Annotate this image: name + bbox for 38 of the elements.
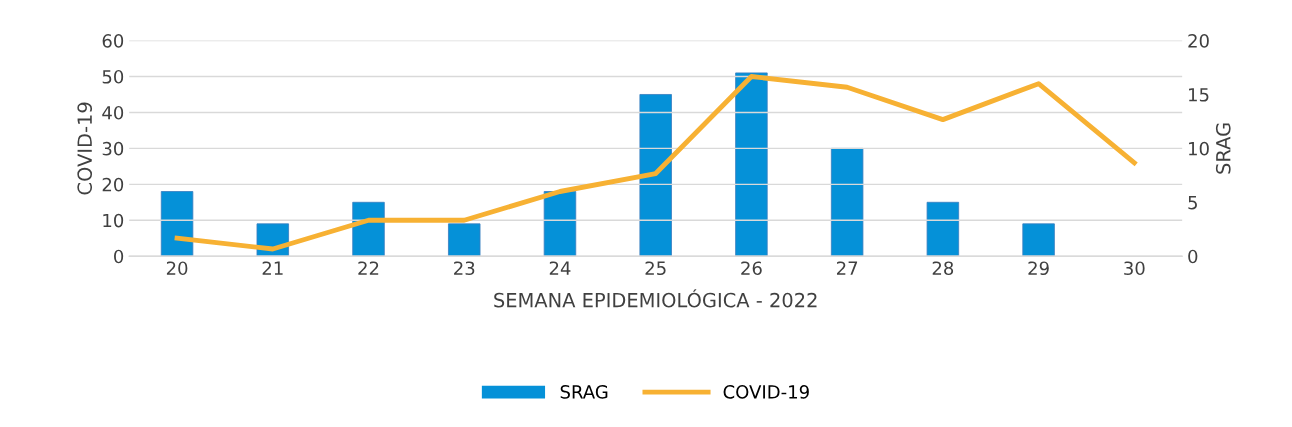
legend-label: COVID-19	[723, 385, 809, 399]
line-series	[174, 74, 1137, 252]
x-tick-label: 25	[645, 261, 666, 276]
y2-tick-label: 5	[1188, 195, 1197, 210]
x-tick-label: 20	[166, 261, 188, 276]
x-tick-label: 27	[836, 261, 858, 275]
x-tick-label: 24	[549, 261, 571, 275]
y-tick-label: 40	[102, 105, 124, 120]
y-tick-label: 20	[102, 177, 124, 192]
x-tick-label: 21	[262, 261, 283, 275]
bar	[160, 191, 194, 257]
y2-tick-label: 20	[1188, 34, 1209, 48]
x-tick-label: 30	[1124, 261, 1145, 276]
legend-label: SRAG	[560, 385, 608, 399]
bar	[543, 191, 577, 257]
y-tick-label: 0	[114, 249, 124, 264]
x-tick-label: 23	[454, 261, 475, 276]
y-axis-title: COVID-19	[77, 102, 93, 195]
x-tick-label: 29	[1028, 261, 1049, 276]
y2-tick-label: 10	[1189, 141, 1209, 156]
bar	[735, 72, 768, 257]
bar	[639, 94, 672, 257]
bar	[1022, 223, 1055, 257]
y2-axis-title: SRAG	[1215, 123, 1231, 174]
bar	[448, 223, 481, 257]
y-tick-label: 10	[103, 213, 124, 228]
bar	[830, 147, 864, 257]
x-axis-title: SEMANA EPIDEMIOLÓGICA - 2022	[494, 289, 817, 308]
y2-tick-label: 15	[1189, 88, 1209, 102]
bar	[352, 201, 385, 257]
y-tick-label: 60	[102, 34, 124, 48]
x-tick-label: 26	[741, 261, 762, 276]
y2-tick-label: 0	[1188, 249, 1198, 264]
x-tick-label: 28	[932, 261, 954, 276]
bar	[926, 201, 960, 257]
y-tick-label: 50	[102, 69, 124, 84]
y-tick-label: 30	[102, 141, 124, 156]
x-tick-label: 22	[358, 261, 379, 275]
